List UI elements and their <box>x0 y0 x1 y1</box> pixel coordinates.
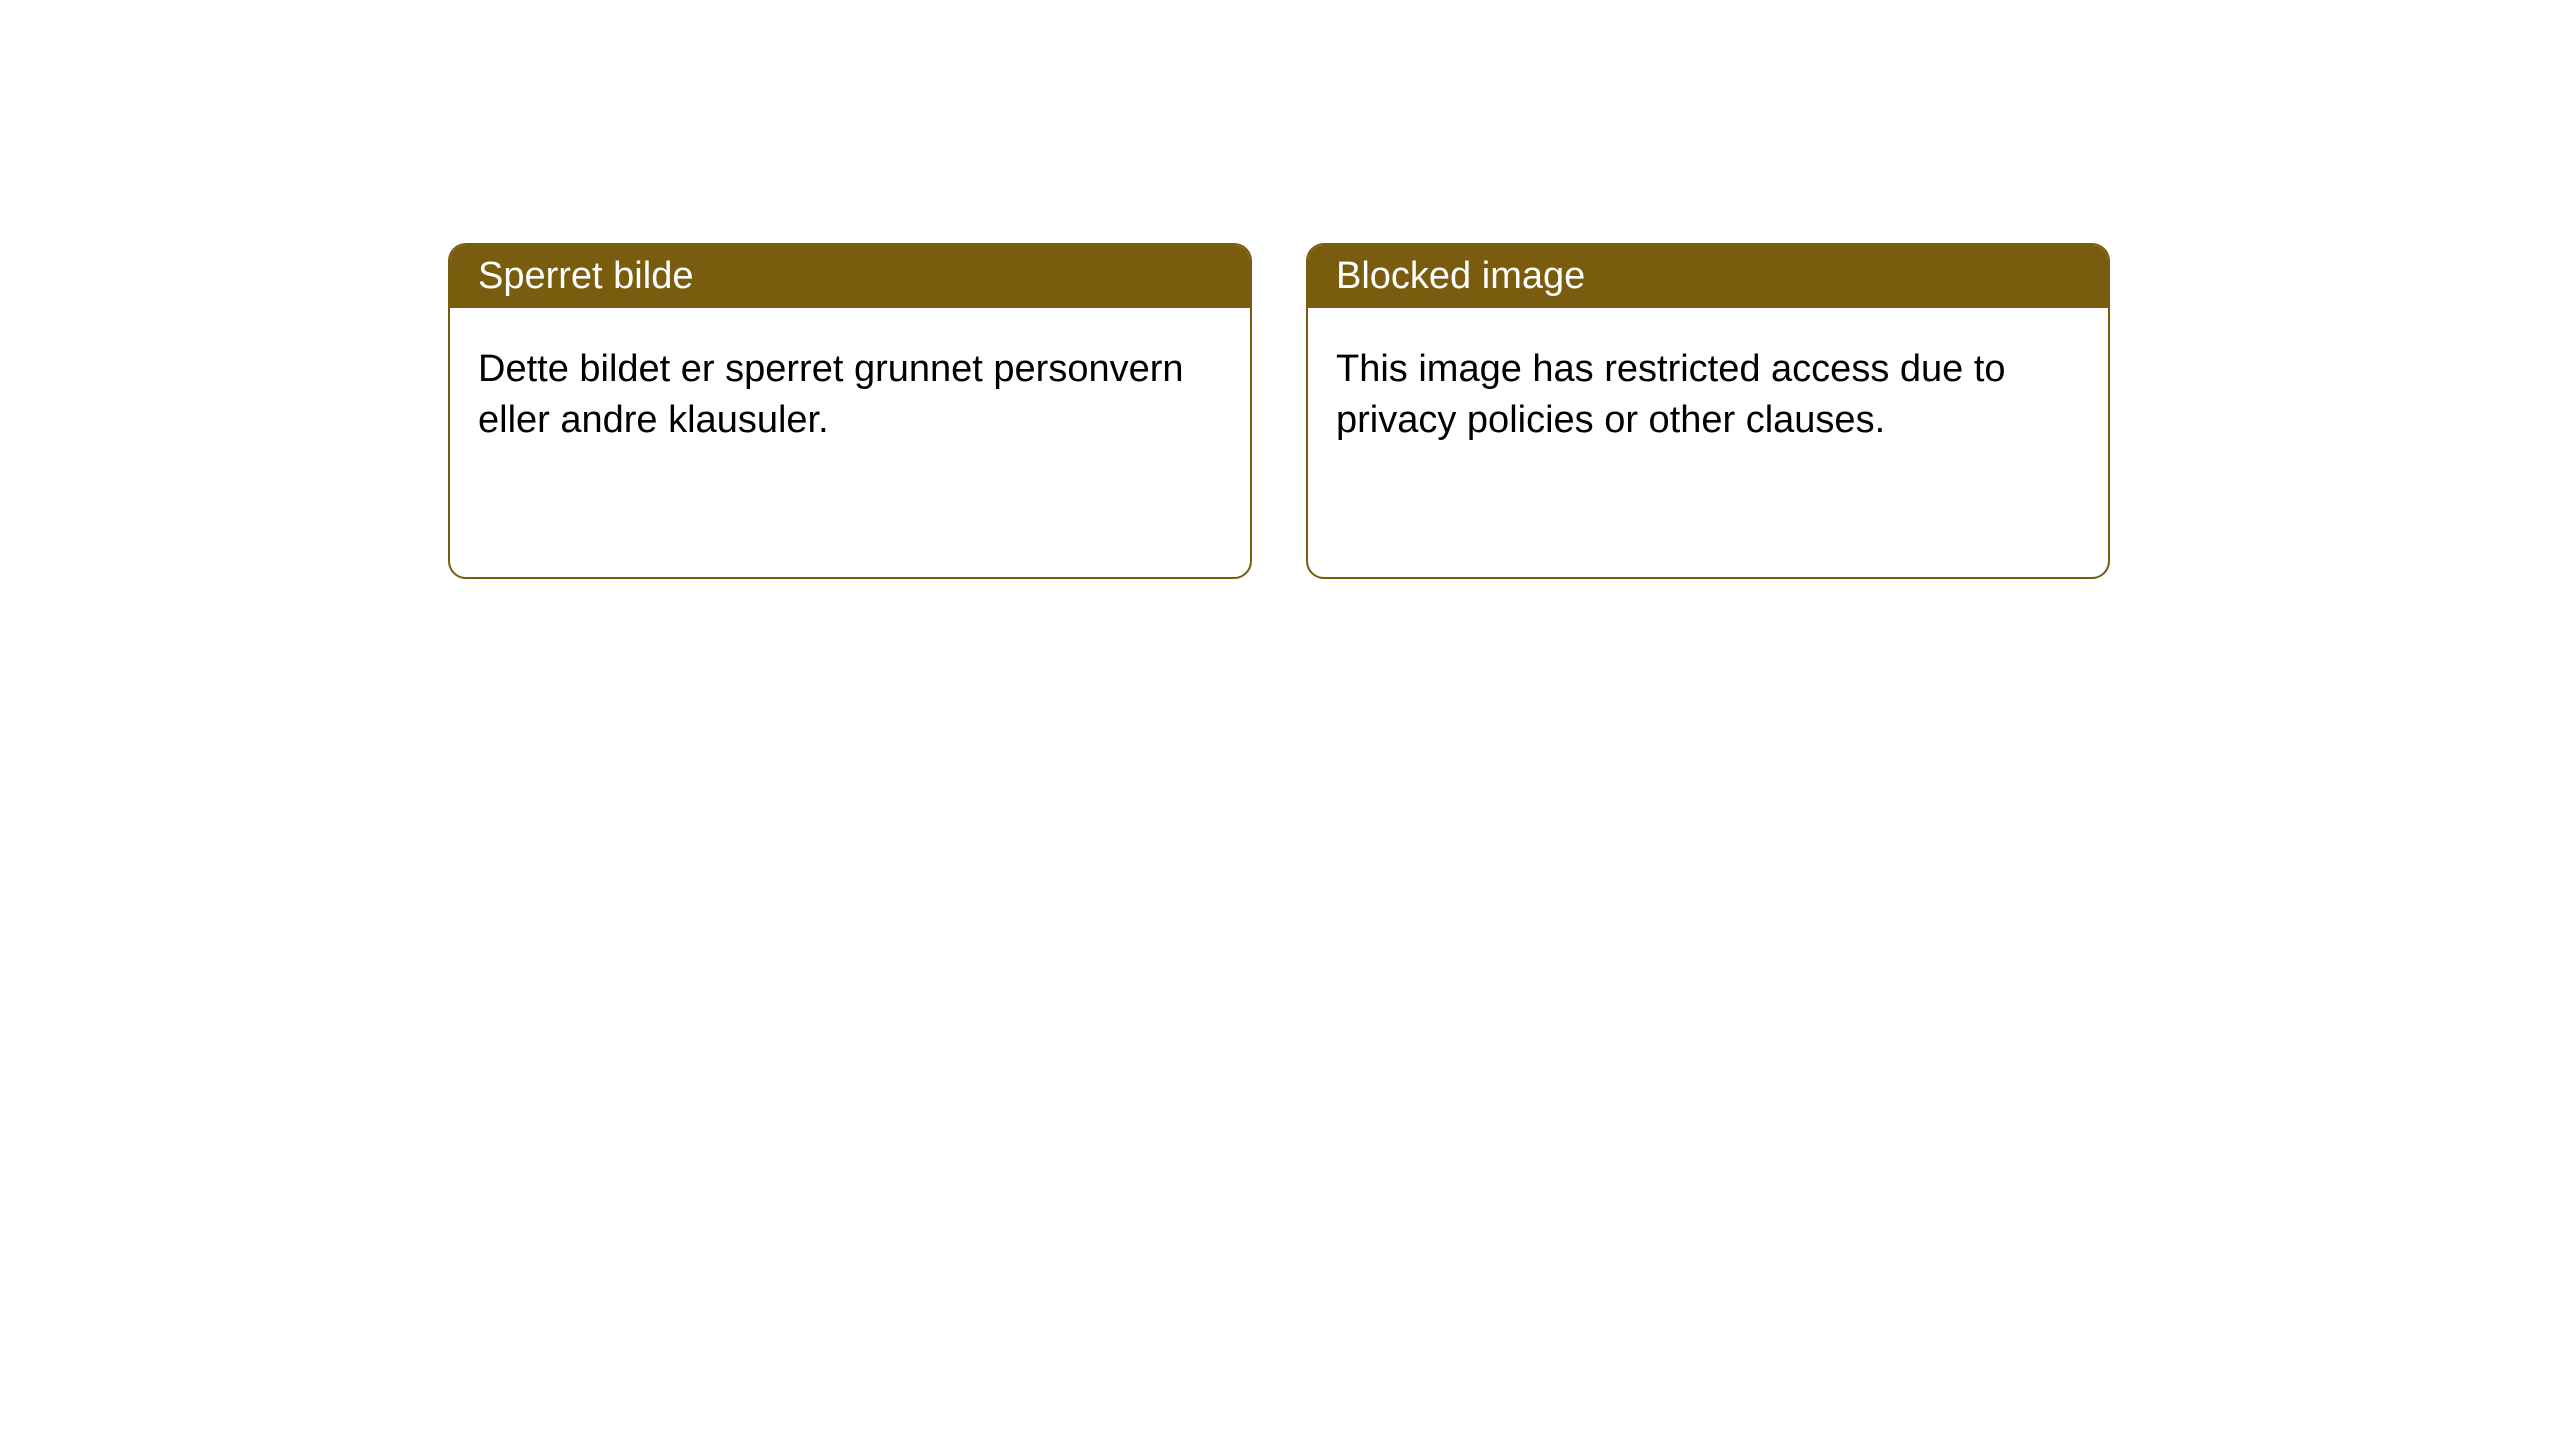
notice-card-body: This image has restricted access due to … <box>1308 308 2108 483</box>
notice-card-body: Dette bildet er sperret grunnet personve… <box>450 308 1250 483</box>
notice-card-english: Blocked image This image has restricted … <box>1306 243 2110 579</box>
notice-card-header: Blocked image <box>1308 245 2108 308</box>
notice-card-text: Dette bildet er sperret grunnet personve… <box>478 348 1184 441</box>
notice-card-header: Sperret bilde <box>450 245 1250 308</box>
notice-card-norwegian: Sperret bilde Dette bildet er sperret gr… <box>448 243 1252 579</box>
notice-card-title: Blocked image <box>1336 255 1585 297</box>
notice-card-title: Sperret bilde <box>478 255 693 297</box>
notice-card-text: This image has restricted access due to … <box>1336 348 2006 441</box>
notice-cards-container: Sperret bilde Dette bildet er sperret gr… <box>448 243 2110 579</box>
